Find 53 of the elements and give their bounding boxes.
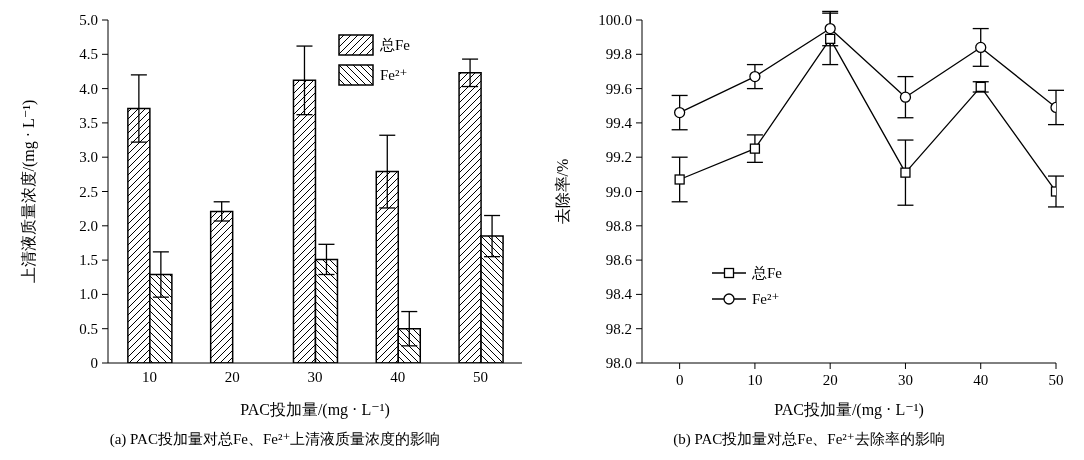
- y-tick-label: 99.8: [605, 46, 632, 63]
- y-tick-label: 99.6: [605, 80, 633, 97]
- y-tick-label: 99.2: [605, 149, 632, 166]
- y-tick-label: 1.5: [79, 252, 98, 269]
- point: [825, 33, 836, 45]
- y-tick-label: 3.5: [79, 114, 98, 131]
- x-tick-label: 0: [675, 372, 684, 388]
- y-tick-label: 1.0: [79, 286, 98, 303]
- y-tick-label: 0.5: [79, 320, 98, 337]
- text: (a) PAC投加量对总Fe、Fe²⁺上清液质量浓度的影响: [108, 430, 442, 449]
- point: [900, 167, 911, 178]
- legend-label: Fe²⁺: [752, 290, 780, 308]
- point: [975, 81, 986, 93]
- x-tick-label: 20: [224, 368, 240, 385]
- text: (b) PAC投加量对总Fe、Fe²⁺去除率的影响: [672, 430, 946, 449]
- y-tick-label: 2.0: [79, 217, 98, 234]
- y-tick-label: 99.0: [605, 183, 632, 200]
- y-tick-label: 98.8: [605, 217, 632, 234]
- y-tick-label: 0: [90, 355, 98, 371]
- y-tick-label: 2.5: [79, 183, 98, 200]
- x-tick-label: 50: [473, 368, 489, 385]
- y-tick-label: 99.4: [605, 114, 633, 131]
- x-axis-title: PAC投加量/(mg · L⁻¹): [774, 401, 924, 419]
- y-tick-label: 5.0: [79, 12, 98, 28]
- x-axis-title: PAC投加量/(mg · L⁻¹): [240, 401, 390, 419]
- y-tick-label: 3.0: [79, 149, 98, 166]
- y-tick-label: 100.0: [598, 12, 632, 28]
- y-axis-title: 上清液质量浓度/(mg · L⁻¹): [19, 99, 38, 284]
- point: [975, 41, 987, 54]
- y-tick-label: 98.0: [605, 355, 632, 371]
- y-tick-label: 4.5: [79, 46, 98, 63]
- point: [674, 174, 685, 185]
- x-tick-label: 40: [390, 368, 406, 385]
- x-tick-label: 10: [141, 368, 157, 385]
- y-tick-label: 98.6: [605, 252, 633, 269]
- y-axis-title: 去除率/%: [553, 158, 571, 225]
- legend-label: 总Fe: [380, 35, 410, 55]
- x-tick-label: 10: [747, 372, 763, 388]
- y-tick-label: 4.0: [79, 80, 98, 97]
- x-tick-label: 30: [897, 372, 913, 388]
- legend-label: 总Fe: [752, 263, 782, 283]
- point: [673, 106, 686, 119]
- y-tick-label: 98.2: [605, 320, 632, 337]
- x-tick-label: 30: [307, 368, 323, 385]
- point: [749, 70, 761, 83]
- y-tick-label: 98.4: [605, 286, 633, 303]
- x-tick-label: 50: [1048, 372, 1064, 388]
- point: [824, 22, 836, 35]
- x-tick-label: 40: [973, 372, 989, 388]
- point: [749, 143, 761, 154]
- legend-label: Fe²⁺: [380, 66, 408, 84]
- x-tick-label: 20: [822, 372, 838, 388]
- point: [899, 91, 912, 103]
